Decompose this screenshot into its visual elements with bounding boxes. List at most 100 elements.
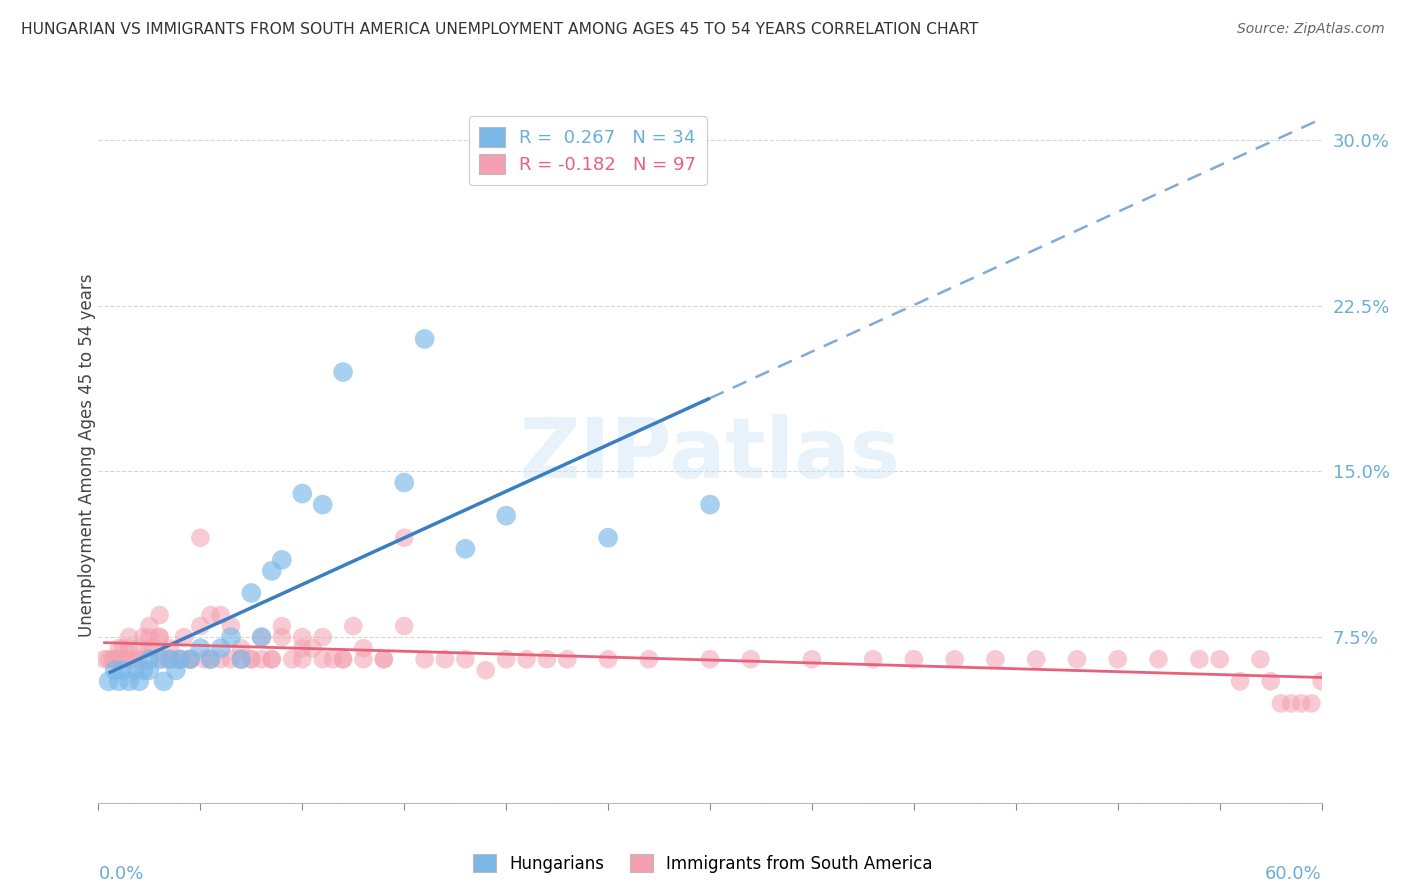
Point: [188, 619, 212, 633]
Point: [312, 652, 335, 666]
Point: [128, 652, 150, 666]
Point: [108, 674, 131, 689]
Point: [352, 652, 374, 666]
Text: Source: ZipAtlas.com: Source: ZipAtlas.com: [1237, 22, 1385, 37]
Text: ZIPatlas: ZIPatlas: [520, 415, 900, 495]
Point: [169, 652, 191, 666]
Point: [149, 652, 172, 666]
Point: [128, 641, 150, 656]
Point: [152, 674, 174, 689]
Point: [209, 641, 232, 656]
Point: [270, 619, 294, 633]
Point: [250, 630, 273, 644]
Point: [101, 652, 124, 666]
Point: [240, 652, 263, 666]
Point: [1209, 652, 1232, 666]
Point: [159, 652, 181, 666]
Point: [332, 365, 354, 379]
Text: HUNGARIAN VS IMMIGRANTS FROM SOUTH AMERICA UNEMPLOYMENT AMONG AGES 45 TO 54 YEAR: HUNGARIAN VS IMMIGRANTS FROM SOUTH AMERI…: [21, 22, 979, 37]
Point: [173, 630, 195, 644]
Point: [801, 652, 824, 666]
Point: [219, 652, 242, 666]
Point: [637, 652, 661, 666]
Point: [373, 652, 395, 666]
Point: [111, 641, 134, 656]
Point: [118, 652, 141, 666]
Point: [312, 498, 335, 512]
Point: [132, 630, 155, 644]
Point: [200, 652, 222, 666]
Point: [332, 652, 354, 666]
Text: 60.0%: 60.0%: [1265, 864, 1322, 883]
Point: [179, 652, 201, 666]
Point: [93, 652, 115, 666]
Point: [392, 531, 416, 545]
Point: [169, 652, 191, 666]
Point: [1270, 697, 1292, 711]
Point: [301, 641, 323, 656]
Point: [209, 652, 232, 666]
Point: [495, 652, 517, 666]
Point: [97, 674, 120, 689]
Point: [209, 608, 232, 623]
Point: [312, 630, 335, 644]
Point: [231, 652, 253, 666]
Point: [598, 652, 620, 666]
Point: [149, 630, 172, 644]
Point: [179, 652, 201, 666]
Point: [413, 332, 436, 346]
Point: [118, 641, 141, 656]
Point: [231, 641, 253, 656]
Point: [454, 541, 477, 556]
Point: [240, 652, 263, 666]
Point: [104, 652, 127, 666]
Point: [219, 619, 242, 633]
Point: [250, 652, 273, 666]
Point: [114, 652, 136, 666]
Point: [138, 619, 160, 633]
Point: [179, 652, 201, 666]
Point: [332, 652, 354, 666]
Point: [291, 641, 314, 656]
Point: [270, 630, 294, 644]
Point: [392, 619, 416, 633]
Point: [699, 498, 721, 512]
Point: [1249, 652, 1271, 666]
Point: [142, 641, 165, 656]
Legend: Hungarians, Immigrants from South America: Hungarians, Immigrants from South Americ…: [467, 847, 939, 880]
Point: [188, 531, 212, 545]
Point: [495, 508, 517, 523]
Point: [149, 608, 172, 623]
Point: [118, 674, 141, 689]
Point: [862, 652, 884, 666]
Point: [188, 641, 212, 656]
Point: [342, 619, 364, 633]
Point: [1291, 697, 1313, 711]
Point: [128, 674, 150, 689]
Point: [1279, 697, 1302, 711]
Point: [138, 663, 160, 677]
Point: [516, 652, 538, 666]
Point: [413, 652, 436, 666]
Point: [231, 652, 253, 666]
Point: [434, 652, 457, 666]
Point: [111, 663, 134, 677]
Point: [474, 663, 498, 677]
Text: 0.0%: 0.0%: [98, 864, 143, 883]
Point: [240, 586, 263, 600]
Point: [97, 652, 120, 666]
Point: [219, 630, 242, 644]
Point: [159, 641, 181, 656]
Point: [1147, 652, 1170, 666]
Point: [165, 663, 187, 677]
Point: [1066, 652, 1088, 666]
Point: [903, 652, 925, 666]
Point: [454, 652, 477, 666]
Point: [250, 630, 273, 644]
Point: [1229, 674, 1251, 689]
Point: [536, 652, 558, 666]
Point: [193, 652, 215, 666]
Point: [1188, 652, 1211, 666]
Point: [152, 652, 174, 666]
Point: [118, 630, 141, 644]
